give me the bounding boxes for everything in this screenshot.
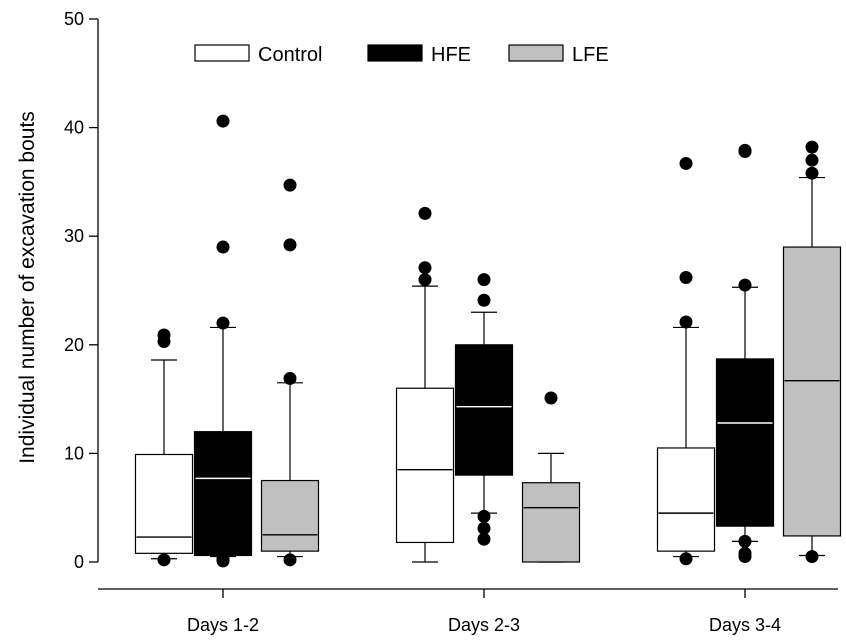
outlier-point [805, 153, 819, 167]
y-tick-label: 30 [64, 226, 84, 246]
legend-item-hfe: HFE [367, 44, 471, 66]
legend-label: HFE [431, 44, 471, 66]
legend-item-lfe: LFE [508, 44, 609, 66]
outlier-point [679, 156, 693, 170]
box-lfe-2 [521, 391, 581, 563]
outlier-point [477, 532, 491, 546]
outlier-point [738, 278, 752, 292]
outlier-point [418, 273, 432, 287]
outlier-point [679, 315, 693, 329]
plot-area [134, 114, 842, 568]
outlier-point [283, 178, 297, 192]
box-control-1 [134, 328, 194, 567]
box-hfe-3 [715, 143, 775, 564]
y-axis-label: Individual number of excavation bouts [16, 111, 39, 464]
outlier-point [477, 509, 491, 523]
y-tick-label: 0 [74, 552, 84, 572]
outlier-point [477, 293, 491, 307]
box-hfe-2 [454, 273, 514, 546]
box-control-2 [395, 206, 455, 563]
outlier-point [805, 550, 819, 564]
box-iqr [193, 431, 253, 557]
box-iqr [656, 447, 716, 552]
outlier-point [283, 238, 297, 252]
legend-label: LFE [572, 44, 609, 66]
y-tick-label: 20 [64, 335, 84, 355]
box-lfe-1 [260, 178, 320, 567]
outlier-point [418, 206, 432, 220]
box-iqr [395, 387, 455, 544]
box-hfe-1 [193, 114, 253, 568]
box-lfe-3 [782, 140, 842, 564]
legend: Control HFE LFE [194, 44, 609, 66]
legend-swatch [508, 44, 564, 62]
box-iqr [454, 344, 514, 476]
box-control-3 [656, 156, 716, 566]
box-iqr [134, 453, 194, 554]
outlier-point [738, 143, 752, 157]
outlier-point [679, 552, 693, 566]
legend-label: Control [258, 44, 322, 66]
legend-item-control: Control [194, 44, 322, 66]
legend-swatch [194, 44, 250, 62]
outlier-point [544, 391, 558, 405]
outlier-point [216, 316, 230, 330]
outlier-point [477, 521, 491, 535]
x-tick-label: Days 3-4 [709, 615, 781, 635]
box-iqr [260, 479, 320, 552]
outlier-point [216, 114, 230, 128]
y-tick-label: 10 [64, 443, 84, 463]
outlier-point [418, 261, 432, 275]
y-tick-label: 40 [64, 118, 84, 138]
x-tick-label: Days 1-2 [187, 615, 259, 635]
y-tick-label: 50 [64, 9, 84, 29]
outlier-point [216, 240, 230, 254]
box-iqr [715, 358, 775, 527]
box-iqr [782, 246, 842, 537]
outlier-point [157, 553, 171, 567]
outlier-point [805, 140, 819, 154]
x-tick-label: Days 2-3 [448, 615, 520, 635]
outlier-point [738, 550, 752, 564]
outlier-point [283, 371, 297, 385]
outlier-point [157, 328, 171, 342]
box-iqr [521, 482, 581, 563]
outlier-point [216, 552, 230, 566]
outlier-point [477, 273, 491, 287]
outlier-point [679, 270, 693, 284]
outlier-point [805, 166, 819, 180]
legend-swatch [367, 44, 423, 62]
axes: 0 10 20 30 40 50 Days 1-2 Days 2-3 Days 3-4 Indiv… [16, 9, 838, 635]
outlier-point [738, 534, 752, 548]
outlier-point [283, 553, 297, 567]
